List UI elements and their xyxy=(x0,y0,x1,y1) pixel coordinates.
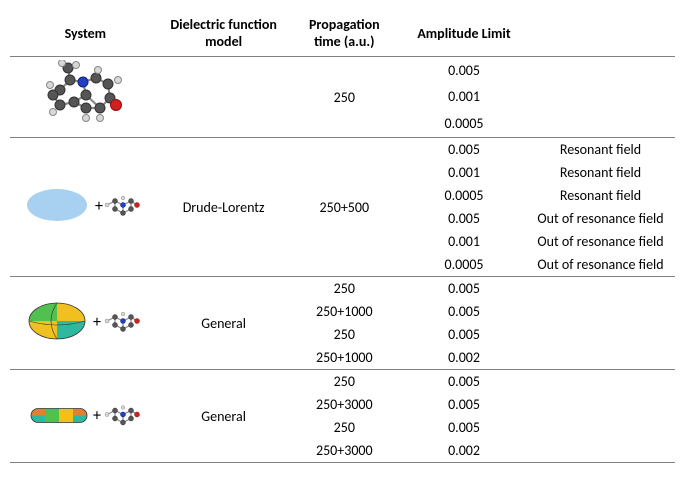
note-cell: Out of resonance field xyxy=(526,230,675,253)
amp-cell: 0.005 xyxy=(402,300,526,323)
amp-cell: 0.005 xyxy=(402,57,526,84)
svg-text:+: + xyxy=(93,313,101,332)
model-cell xyxy=(161,57,287,138)
header-model: Dielectric function model xyxy=(161,10,287,57)
time-cell: 250+500 xyxy=(287,138,402,277)
svg-text:+: + xyxy=(93,406,101,425)
time-cell: 250+3000 xyxy=(287,439,402,463)
time-cell: 250 xyxy=(287,57,402,138)
note-cell: Out of resonance field xyxy=(526,207,675,230)
ellipse-molecule-icon: + xyxy=(25,183,145,228)
time-cell: 250 xyxy=(287,370,402,394)
amp-cell: 0.005 xyxy=(402,138,526,162)
amp-cell: 0.005 xyxy=(402,277,526,301)
header-time: Propagation time (a.u.) xyxy=(287,10,402,57)
time-cell: 250+1000 xyxy=(287,300,402,323)
header-note xyxy=(526,10,675,57)
note-cell xyxy=(526,323,675,346)
model-cell: General xyxy=(161,277,287,370)
note-cell: Resonant field xyxy=(526,184,675,207)
amp-cell: 0.005 xyxy=(402,370,526,394)
ellipsoid-molecule-icon: + xyxy=(25,297,145,345)
header-amplitude: Amplitude Limit xyxy=(402,10,526,57)
amp-cell: 0.005 xyxy=(402,416,526,439)
note-cell xyxy=(526,300,675,323)
time-cell: 250+1000 xyxy=(287,346,402,370)
amp-cell: 0.005 xyxy=(402,393,526,416)
note-cell xyxy=(526,277,675,301)
amp-cell: 0.002 xyxy=(402,439,526,463)
system-ellipse: + xyxy=(10,138,161,277)
amp-cell: 0.002 xyxy=(402,346,526,370)
amp-cell: 0.001 xyxy=(402,230,526,253)
note-cell xyxy=(526,84,675,111)
note-cell xyxy=(526,346,675,370)
amp-cell: 0.0005 xyxy=(402,110,526,137)
system-rod: + xyxy=(10,370,161,463)
note-cell: Resonant field xyxy=(526,161,675,184)
amp-cell: 0.001 xyxy=(402,161,526,184)
time-cell: 250 xyxy=(287,277,402,301)
note-cell xyxy=(526,393,675,416)
system-molecule xyxy=(10,57,161,138)
note-cell xyxy=(526,110,675,137)
time-cell: 250 xyxy=(287,416,402,439)
amp-cell: 0.0005 xyxy=(402,253,526,277)
note-cell xyxy=(526,370,675,394)
amp-cell: 0.001 xyxy=(402,84,526,111)
model-cell: General xyxy=(161,370,287,463)
model-cell: Drude-Lorentz xyxy=(161,138,287,277)
amp-cell: 0.005 xyxy=(402,207,526,230)
data-table: System Dielectric function model Propaga… xyxy=(10,10,675,463)
amp-cell: 0.005 xyxy=(402,323,526,346)
time-cell: 250 xyxy=(287,323,402,346)
note-cell: Out of resonance field xyxy=(526,253,675,277)
system-ellipsoid: + xyxy=(10,277,161,370)
svg-text:+: + xyxy=(95,197,103,216)
amp-cell: 0.0005 xyxy=(402,184,526,207)
rod-molecule-icon: + xyxy=(25,392,145,437)
note-cell: Resonant field xyxy=(526,138,675,162)
header-system: System xyxy=(10,10,161,57)
note-cell xyxy=(526,416,675,439)
time-cell: 250+3000 xyxy=(287,393,402,416)
note-cell xyxy=(526,57,675,84)
note-cell xyxy=(526,439,675,463)
molecule-icon xyxy=(38,60,133,130)
